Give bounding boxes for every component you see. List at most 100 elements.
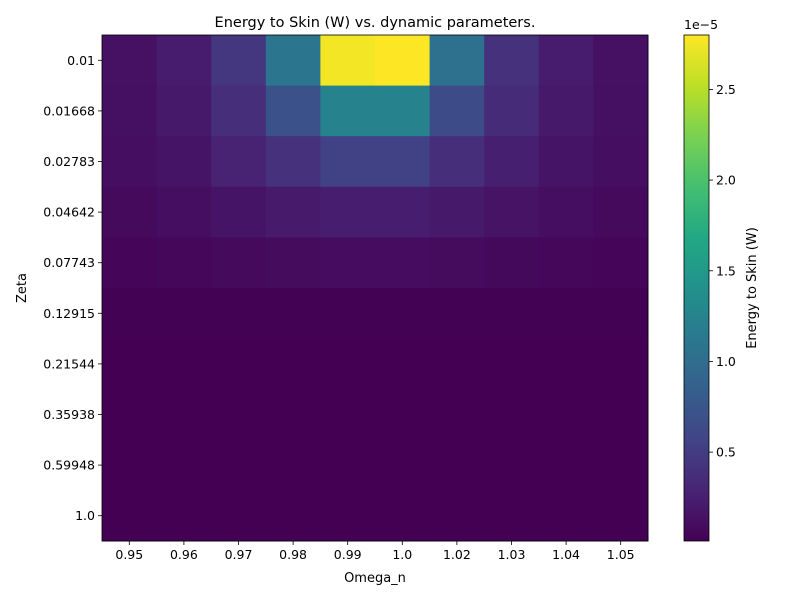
heatmap-cell — [320, 85, 376, 137]
x-tick-label: 1.03 — [498, 547, 526, 562]
y-tick-label: 0.59948 — [43, 458, 95, 473]
heatmap-cell — [593, 439, 649, 491]
chart-title: Energy to Skin (W) vs. dynamic parameter… — [215, 15, 536, 31]
heatmap-cell — [102, 237, 158, 289]
heatmap-cell — [429, 338, 485, 390]
heatmap-cell — [484, 338, 540, 390]
colorbar-tick-label: 1.5 — [716, 263, 736, 278]
heatmap-cell — [593, 186, 649, 238]
colorbar-tick-label: 2.5 — [716, 82, 736, 97]
heatmap-cell — [320, 338, 376, 390]
x-tick-label: 0.97 — [225, 547, 253, 562]
heatmap-cell — [538, 490, 594, 542]
heatmap-cell — [102, 85, 158, 137]
colorbar-tick-label: 2.0 — [716, 173, 736, 188]
heatmap-cell — [538, 35, 594, 87]
heatmap-cell — [156, 288, 212, 340]
heatmap-cell — [320, 186, 376, 238]
heatmap-cell — [484, 439, 540, 491]
heatmap-cell — [320, 288, 376, 340]
heatmap-cell — [156, 186, 212, 238]
heatmap-cell — [211, 389, 267, 441]
heatmap-cell — [593, 136, 649, 188]
y-tick-label: 0.02783 — [43, 154, 95, 169]
heatmap-cell — [265, 389, 321, 441]
heatmap-cell — [156, 389, 212, 441]
colorbar-tick-label: 1.0 — [716, 354, 736, 369]
heatmap-cell — [211, 439, 267, 491]
x-tick-label: 0.99 — [334, 547, 362, 562]
heatmap-cell — [484, 237, 540, 289]
heatmap-cell — [375, 288, 431, 340]
heatmap-cell — [593, 288, 649, 340]
heatmap-cell — [484, 136, 540, 188]
heatmap-cell — [375, 338, 431, 390]
heatmap-cell — [320, 136, 376, 188]
heatmap-cell — [265, 35, 321, 87]
heatmap-cell — [538, 186, 594, 238]
heatmap-cell — [429, 35, 485, 87]
y-tick-label: 0.07743 — [43, 255, 95, 270]
y-tick-label: 0.21544 — [43, 356, 95, 371]
heatmap-cell — [484, 186, 540, 238]
x-tick-label: 0.96 — [170, 547, 198, 562]
heatmap-cell — [320, 237, 376, 289]
heatmap-cell — [156, 85, 212, 137]
x-tick-label: 0.98 — [279, 547, 307, 562]
heatmap-cell — [102, 389, 158, 441]
heatmap-cell — [538, 389, 594, 441]
heatmap-cell — [375, 136, 431, 188]
heatmap-cell — [102, 439, 158, 491]
heatmap-cell — [265, 439, 321, 491]
heatmap-cell — [538, 237, 594, 289]
heatmap-cell — [429, 439, 485, 491]
heatmap-cell — [429, 237, 485, 289]
heatmap-cell — [484, 35, 540, 87]
x-axis-label: Omega_n — [344, 571, 406, 586]
y-axis-label: Zeta — [15, 273, 30, 303]
heatmap-cell — [156, 490, 212, 542]
heatmap-cell — [265, 338, 321, 390]
heatmap-cell — [429, 490, 485, 542]
heatmap-cell — [538, 338, 594, 390]
x-tick-label: 0.95 — [115, 547, 143, 562]
heatmap-cell — [320, 389, 376, 441]
heatmap-cell — [211, 338, 267, 390]
heatmap-cell — [593, 85, 649, 137]
heatmap-cell — [320, 490, 376, 542]
heatmap-cell — [211, 237, 267, 289]
y-tick-label: 1.0 — [75, 508, 95, 523]
colorbar-ticks: 0.5 1.0 1.5 2.0 2.5 — [709, 82, 736, 460]
heatmap-cell — [102, 338, 158, 390]
heatmap-cell — [320, 439, 376, 491]
colorbar-label: Energy to Skin (W) — [745, 227, 760, 349]
heatmap-cell — [102, 288, 158, 340]
heatmap-cell — [538, 85, 594, 137]
y-tick-label: 0.01668 — [43, 103, 95, 118]
y-tick-label: 0.01 — [67, 53, 95, 68]
heatmap-cell — [211, 136, 267, 188]
plot-frame — [101, 34, 649, 542]
heatmap-cell — [211, 490, 267, 542]
heatmap-cell — [429, 85, 485, 137]
colorbar-tick-label: 0.5 — [716, 445, 736, 460]
heatmap-cell — [156, 439, 212, 491]
heatmap-cell — [265, 237, 321, 289]
y-tick-label: 0.12915 — [43, 306, 95, 321]
heatmap-cell — [265, 490, 321, 542]
heatmap-cell — [484, 288, 540, 340]
heatmap-cell — [484, 85, 540, 137]
heatmap-cell — [102, 136, 158, 188]
x-tick-label: 1.0 — [392, 547, 412, 562]
heatmap-cell — [375, 490, 431, 542]
heatmap-cell — [484, 490, 540, 542]
heatmap-cell — [429, 389, 485, 441]
heatmap-cell — [593, 389, 649, 441]
heatmap-cell — [593, 35, 649, 87]
heatmap-cell — [375, 389, 431, 441]
colorbar — [683, 34, 710, 542]
heatmap-cells — [102, 35, 649, 542]
heatmap-cell — [429, 186, 485, 238]
heatmap-cell — [484, 389, 540, 441]
x-tick-label: 1.02 — [443, 547, 471, 562]
